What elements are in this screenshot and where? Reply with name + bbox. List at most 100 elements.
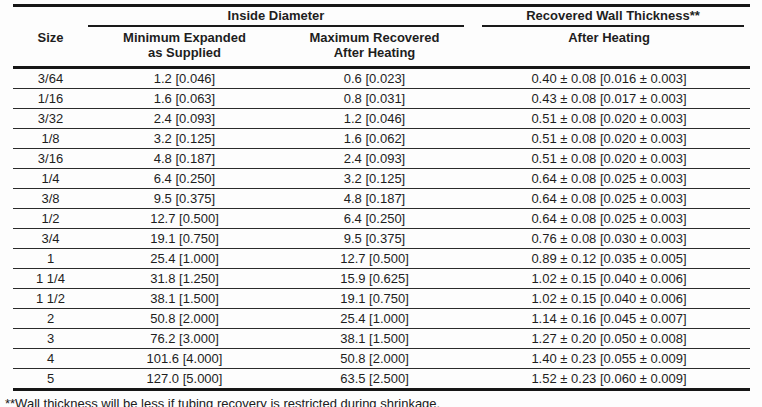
cell-wall-thickness: 0.51 ± 0.08 [0.020 ± 0.003] — [468, 129, 750, 149]
column-header-max-recovered-line2: After Heating — [334, 45, 416, 60]
shrink-tubing-spec-table: Inside Diameter Recovered Wall Thickness… — [13, 4, 750, 391]
table-row: 1 1/2 38.1 [1.500] 19.1 [0.750] 1.02 ± 0… — [13, 289, 750, 309]
table-row: 3/4 19.1 [0.750] 9.5 [0.375] 0.76 ± 0.08… — [13, 229, 750, 249]
table-row: 1 25.4 [1.000] 12.7 [0.500] 0.89 ± 0.12 … — [13, 249, 750, 269]
cell-min-expanded: 1.6 [0.063] — [88, 89, 281, 109]
cell-min-expanded: 3.2 [0.125] — [88, 129, 281, 149]
cell-min-expanded: 12.7 [0.500] — [88, 209, 281, 229]
cell-size: 3/4 — [13, 229, 88, 249]
cell-max-recovered: 3.2 [0.125] — [281, 169, 468, 189]
cell-max-recovered: 1.6 [0.062] — [281, 129, 468, 149]
column-header-row: Size Minimum Expanded as Supplied Maximu… — [13, 27, 750, 68]
cell-wall-thickness: 0.64 ± 0.08 [0.025 ± 0.003] — [468, 209, 750, 229]
cell-max-recovered: 25.4 [1.000] — [281, 309, 468, 329]
table-row: 3/32 2.4 [0.093] 1.2 [0.046] 0.51 ± 0.08… — [13, 109, 750, 129]
cell-min-expanded: 38.1 [1.500] — [88, 289, 281, 309]
table-row: 5 127.0 [5.000] 63.5 [2.500] 1.52 ± 0.23… — [13, 369, 750, 390]
table-row: 3/16 4.8 [0.187] 2.4 [0.093] 0.51 ± 0.08… — [13, 149, 750, 169]
cell-max-recovered: 6.4 [0.250] — [281, 209, 468, 229]
cell-wall-thickness: 1.27 ± 0.20 [0.050 ± 0.008] — [468, 329, 750, 349]
cell-size: 1 1/2 — [13, 289, 88, 309]
cell-wall-thickness: 1.14 ± 0.16 [0.045 ± 0.007] — [468, 309, 750, 329]
table-row: 1/8 3.2 [0.125] 1.6 [0.062] 0.51 ± 0.08 … — [13, 129, 750, 149]
cell-size: 3 — [13, 329, 88, 349]
group-header-inside-diameter: Inside Diameter — [88, 6, 468, 28]
cell-min-expanded: 4.8 [0.187] — [88, 149, 281, 169]
cell-max-recovered: 63.5 [2.500] — [281, 369, 468, 390]
cell-min-expanded: 9.5 [0.375] — [88, 189, 281, 209]
cell-min-expanded: 127.0 [5.000] — [88, 369, 281, 390]
cell-size: 3/8 — [13, 189, 88, 209]
cell-max-recovered: 50.8 [2.000] — [281, 349, 468, 369]
cell-size: 1/16 — [13, 89, 88, 109]
cell-max-recovered: 9.5 [0.375] — [281, 229, 468, 249]
cell-wall-thickness: 0.64 ± 0.08 [0.025 ± 0.003] — [468, 189, 750, 209]
cell-max-recovered: 2.4 [0.093] — [281, 149, 468, 169]
cell-max-recovered: 0.6 [0.023] — [281, 68, 468, 89]
cell-wall-thickness: 1.40 ± 0.23 [0.055 ± 0.009] — [468, 349, 750, 369]
cell-size: 3/64 — [13, 68, 88, 89]
column-header-max-recovered-line1: Maximum Recovered — [309, 30, 439, 45]
cell-size: 1/2 — [13, 209, 88, 229]
column-header-min-expanded-line1: Minimum Expanded — [123, 30, 246, 45]
cell-wall-thickness: 1.52 ± 0.23 [0.060 ± 0.009] — [468, 369, 750, 390]
table-body: 3/64 1.2 [0.046] 0.6 [0.023] 0.40 ± 0.08… — [13, 68, 750, 390]
cell-size: 1/4 — [13, 169, 88, 189]
table-row: 3 76.2 [3.000] 38.1 [1.500] 1.27 ± 0.20 … — [13, 329, 750, 349]
cell-max-recovered: 15.9 [0.625] — [281, 269, 468, 289]
table-row: 3/8 9.5 [0.375] 4.8 [0.187] 0.64 ± 0.08 … — [13, 189, 750, 209]
cell-wall-thickness: 0.51 ± 0.08 [0.020 ± 0.003] — [468, 149, 750, 169]
group-header-recovered-wall-thickness-label: Recovered Wall Thickness** — [482, 9, 744, 27]
cell-size: 2 — [13, 309, 88, 329]
group-header-recovered-wall-thickness: Recovered Wall Thickness** — [468, 6, 750, 28]
cell-wall-thickness: 1.02 ± 0.15 [0.040 ± 0.006] — [468, 289, 750, 309]
cell-wall-thickness: 0.51 ± 0.08 [0.020 ± 0.003] — [468, 109, 750, 129]
cell-wall-thickness: 1.02 ± 0.15 [0.040 ± 0.006] — [468, 269, 750, 289]
table-header: Inside Diameter Recovered Wall Thickness… — [13, 6, 750, 68]
cell-min-expanded: 6.4 [0.250] — [88, 169, 281, 189]
cell-min-expanded: 25.4 [1.000] — [88, 249, 281, 269]
cell-min-expanded: 19.1 [0.750] — [88, 229, 281, 249]
cell-size: 4 — [13, 349, 88, 369]
cell-size: 3/16 — [13, 149, 88, 169]
cell-max-recovered: 19.1 [0.750] — [281, 289, 468, 309]
cell-max-recovered: 12.7 [0.500] — [281, 249, 468, 269]
cell-min-expanded: 2.4 [0.093] — [88, 109, 281, 129]
cell-min-expanded: 50.8 [2.000] — [88, 309, 281, 329]
cell-max-recovered: 1.2 [0.046] — [281, 109, 468, 129]
column-header-min-expanded: Minimum Expanded as Supplied — [88, 27, 281, 68]
table-row: 1/16 1.6 [0.063] 0.8 [0.031] 0.43 ± 0.08… — [13, 89, 750, 109]
cell-min-expanded: 101.6 [4.000] — [88, 349, 281, 369]
cell-min-expanded: 1.2 [0.046] — [88, 68, 281, 89]
table-row: 1 1/4 31.8 [1.250] 15.9 [0.625] 1.02 ± 0… — [13, 269, 750, 289]
column-header-max-recovered: Maximum Recovered After Heating — [281, 27, 468, 68]
group-header-spacer — [13, 6, 88, 28]
cell-wall-thickness: 0.76 ± 0.08 [0.030 ± 0.003] — [468, 229, 750, 249]
table-row: 4 101.6 [4.000] 50.8 [2.000] 1.40 ± 0.23… — [13, 349, 750, 369]
cell-min-expanded: 31.8 [1.250] — [88, 269, 281, 289]
cell-wall-thickness: 0.89 ± 0.12 [0.035 ± 0.005] — [468, 249, 750, 269]
cell-wall-thickness: 0.64 ± 0.08 [0.025 ± 0.003] — [468, 169, 750, 189]
column-header-size: Size — [13, 27, 88, 68]
cell-wall-thickness: 0.43 ± 0.08 [0.017 ± 0.003] — [468, 89, 750, 109]
cell-size: 5 — [13, 369, 88, 390]
table-row: 1/2 12.7 [0.500] 6.4 [0.250] 0.64 ± 0.08… — [13, 209, 750, 229]
cell-max-recovered: 0.8 [0.031] — [281, 89, 468, 109]
footnote: **Wall thickness will be less if tubing … — [5, 396, 762, 407]
cell-size: 1 — [13, 249, 88, 269]
datasheet-page: Inside Diameter Recovered Wall Thickness… — [0, 0, 762, 407]
cell-wall-thickness: 0.40 ± 0.08 [0.016 ± 0.003] — [468, 68, 750, 89]
cell-max-recovered: 38.1 [1.500] — [281, 329, 468, 349]
group-header-inside-diameter-label: Inside Diameter — [88, 9, 464, 27]
table-row: 2 50.8 [2.000] 25.4 [1.000] 1.14 ± 0.16 … — [13, 309, 750, 329]
group-header-row: Inside Diameter Recovered Wall Thickness… — [13, 6, 750, 28]
cell-size: 3/32 — [13, 109, 88, 129]
column-header-wall-after-heating: After Heating — [468, 27, 750, 68]
cell-min-expanded: 76.2 [3.000] — [88, 329, 281, 349]
table-row: 1/4 6.4 [0.250] 3.2 [0.125] 0.64 ± 0.08 … — [13, 169, 750, 189]
cell-max-recovered: 4.8 [0.187] — [281, 189, 468, 209]
column-header-min-expanded-line2: as Supplied — [148, 45, 221, 60]
table-row: 3/64 1.2 [0.046] 0.6 [0.023] 0.40 ± 0.08… — [13, 68, 750, 89]
cell-size: 1/8 — [13, 129, 88, 149]
cell-size: 1 1/4 — [13, 269, 88, 289]
